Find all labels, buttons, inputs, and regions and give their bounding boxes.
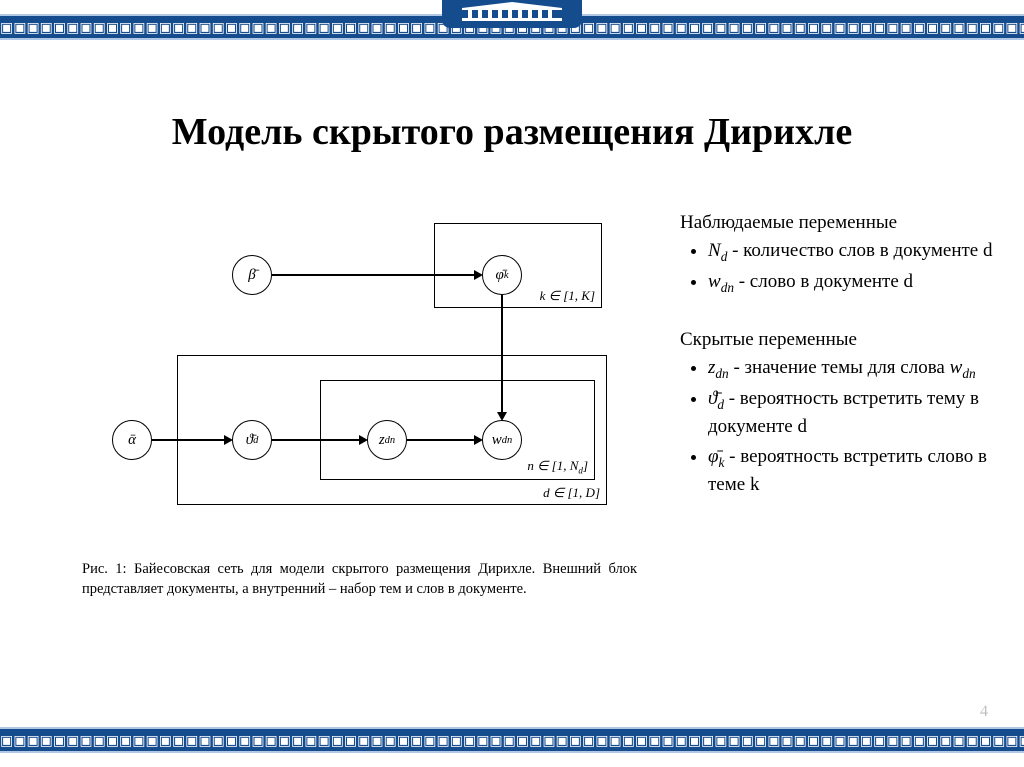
- plate-N: n ∈ [1, Nd]: [320, 380, 595, 480]
- observed-list: Nd - количество слов в документе d wdn -…: [680, 238, 1000, 297]
- slide-title: Модель скрытого размещения Дирихле: [0, 110, 1024, 154]
- list-item: ϑ̄d - вероятность встретить тему в докум…: [708, 386, 1000, 439]
- observed-heading: Наблюдаемые переменные: [680, 210, 1000, 236]
- header-emblem: [442, 0, 582, 28]
- plate-K-label: k ∈ [1, K]: [540, 288, 595, 304]
- side-panel: Наблюдаемые переменные Nd - количество с…: [680, 210, 1000, 527]
- page-number: 4: [980, 703, 988, 721]
- list-item: wdn - слово в документе d: [708, 269, 1000, 297]
- edge-theta-z: [272, 439, 359, 441]
- edge-beta-phi: [272, 274, 474, 276]
- node-w: wdn: [482, 420, 522, 460]
- edge-z-w: [407, 439, 474, 441]
- list-item: φ̄k - вероятность встретить слово в теме…: [708, 444, 1000, 497]
- node-phi: φ̄k: [482, 255, 522, 295]
- latent-list: zdn - значение темы для слова wdn ϑ̄d - …: [680, 355, 1000, 497]
- plate-D-label: d ∈ [1, D]: [543, 485, 600, 501]
- node-alpha: ᾱ: [112, 420, 152, 460]
- latent-heading: Скрытые переменные: [680, 327, 1000, 353]
- plate-N-label: n ∈ [1, Nd]: [527, 458, 588, 476]
- list-item: Nd - количество слов в документе d: [708, 238, 1000, 266]
- footer-band: ▣▣▣▣▣▣▣▣▣▣▣▣▣▣▣▣▣▣▣▣▣▣▣▣▣▣▣▣▣▣▣▣▣▣▣▣▣▣▣▣…: [0, 727, 1024, 753]
- node-beta: β̄: [232, 255, 272, 295]
- edge-alpha-theta: [152, 439, 224, 441]
- node-z: zdn: [367, 420, 407, 460]
- figure-caption: Рис. 1: Байесовская сеть для модели скры…: [82, 560, 637, 599]
- edge-phi-w: [501, 295, 503, 413]
- lda-plate-diagram: k ∈ [1, K] d ∈ [1, D] n ∈ [1, Nd] β̄ φ̄k…: [82, 205, 642, 525]
- list-item: zdn - значение темы для слова wdn: [708, 355, 1000, 383]
- node-theta: ϑ̄d: [232, 420, 272, 460]
- footer-greek-pattern: ▣▣▣▣▣▣▣▣▣▣▣▣▣▣▣▣▣▣▣▣▣▣▣▣▣▣▣▣▣▣▣▣▣▣▣▣▣▣▣▣…: [0, 731, 1024, 749]
